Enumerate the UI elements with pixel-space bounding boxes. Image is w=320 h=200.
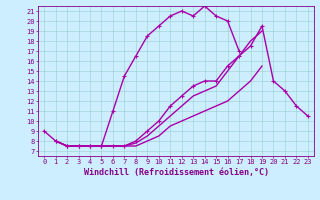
X-axis label: Windchill (Refroidissement éolien,°C): Windchill (Refroidissement éolien,°C) [84, 168, 268, 177]
